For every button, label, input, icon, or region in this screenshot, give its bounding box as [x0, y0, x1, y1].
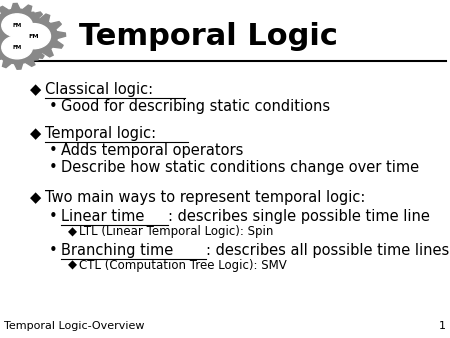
- Text: : describes single possible time line: : describes single possible time line: [168, 209, 430, 224]
- Text: Two main ways to represent temporal logic:: Two main ways to represent temporal logi…: [45, 190, 365, 205]
- Circle shape: [17, 24, 50, 49]
- Text: ◆: ◆: [30, 82, 41, 97]
- Text: ◆: ◆: [68, 225, 77, 238]
- Text: Temporal Logic-Overview: Temporal Logic-Overview: [4, 321, 145, 331]
- Text: •: •: [49, 143, 57, 158]
- Text: Temporal logic:: Temporal logic:: [45, 126, 156, 141]
- Text: FM: FM: [13, 45, 22, 50]
- Text: •: •: [49, 99, 57, 114]
- Text: LTL (Linear Temporal Logic): Spin: LTL (Linear Temporal Logic): Spin: [79, 225, 273, 238]
- Text: : describes all possible time lines: : describes all possible time lines: [206, 243, 449, 258]
- Text: ◆: ◆: [68, 259, 77, 272]
- Text: FM: FM: [13, 23, 22, 28]
- Text: •: •: [49, 243, 57, 258]
- Text: 1: 1: [438, 321, 446, 331]
- Text: Classical logic:: Classical logic:: [45, 82, 153, 97]
- Text: ◆: ◆: [30, 126, 41, 141]
- Text: Adds temporal operators: Adds temporal operators: [61, 143, 243, 158]
- Polygon shape: [0, 3, 46, 47]
- Text: Describe how static conditions change over time: Describe how static conditions change ov…: [61, 160, 419, 175]
- Text: Branching time: Branching time: [61, 243, 173, 258]
- Text: Good for describing static conditions: Good for describing static conditions: [61, 99, 330, 114]
- Text: •: •: [49, 209, 57, 224]
- Circle shape: [2, 36, 32, 59]
- Text: •: •: [49, 160, 57, 175]
- Polygon shape: [0, 25, 46, 69]
- Text: ◆: ◆: [30, 190, 41, 205]
- Text: CTL (Computation Tree Logic): SMV: CTL (Computation Tree Logic): SMV: [79, 259, 287, 272]
- Text: Temporal Logic: Temporal Logic: [79, 22, 338, 51]
- Polygon shape: [2, 12, 66, 60]
- Text: FM: FM: [28, 34, 39, 39]
- Text: Linear time: Linear time: [61, 209, 144, 224]
- Circle shape: [2, 14, 32, 37]
